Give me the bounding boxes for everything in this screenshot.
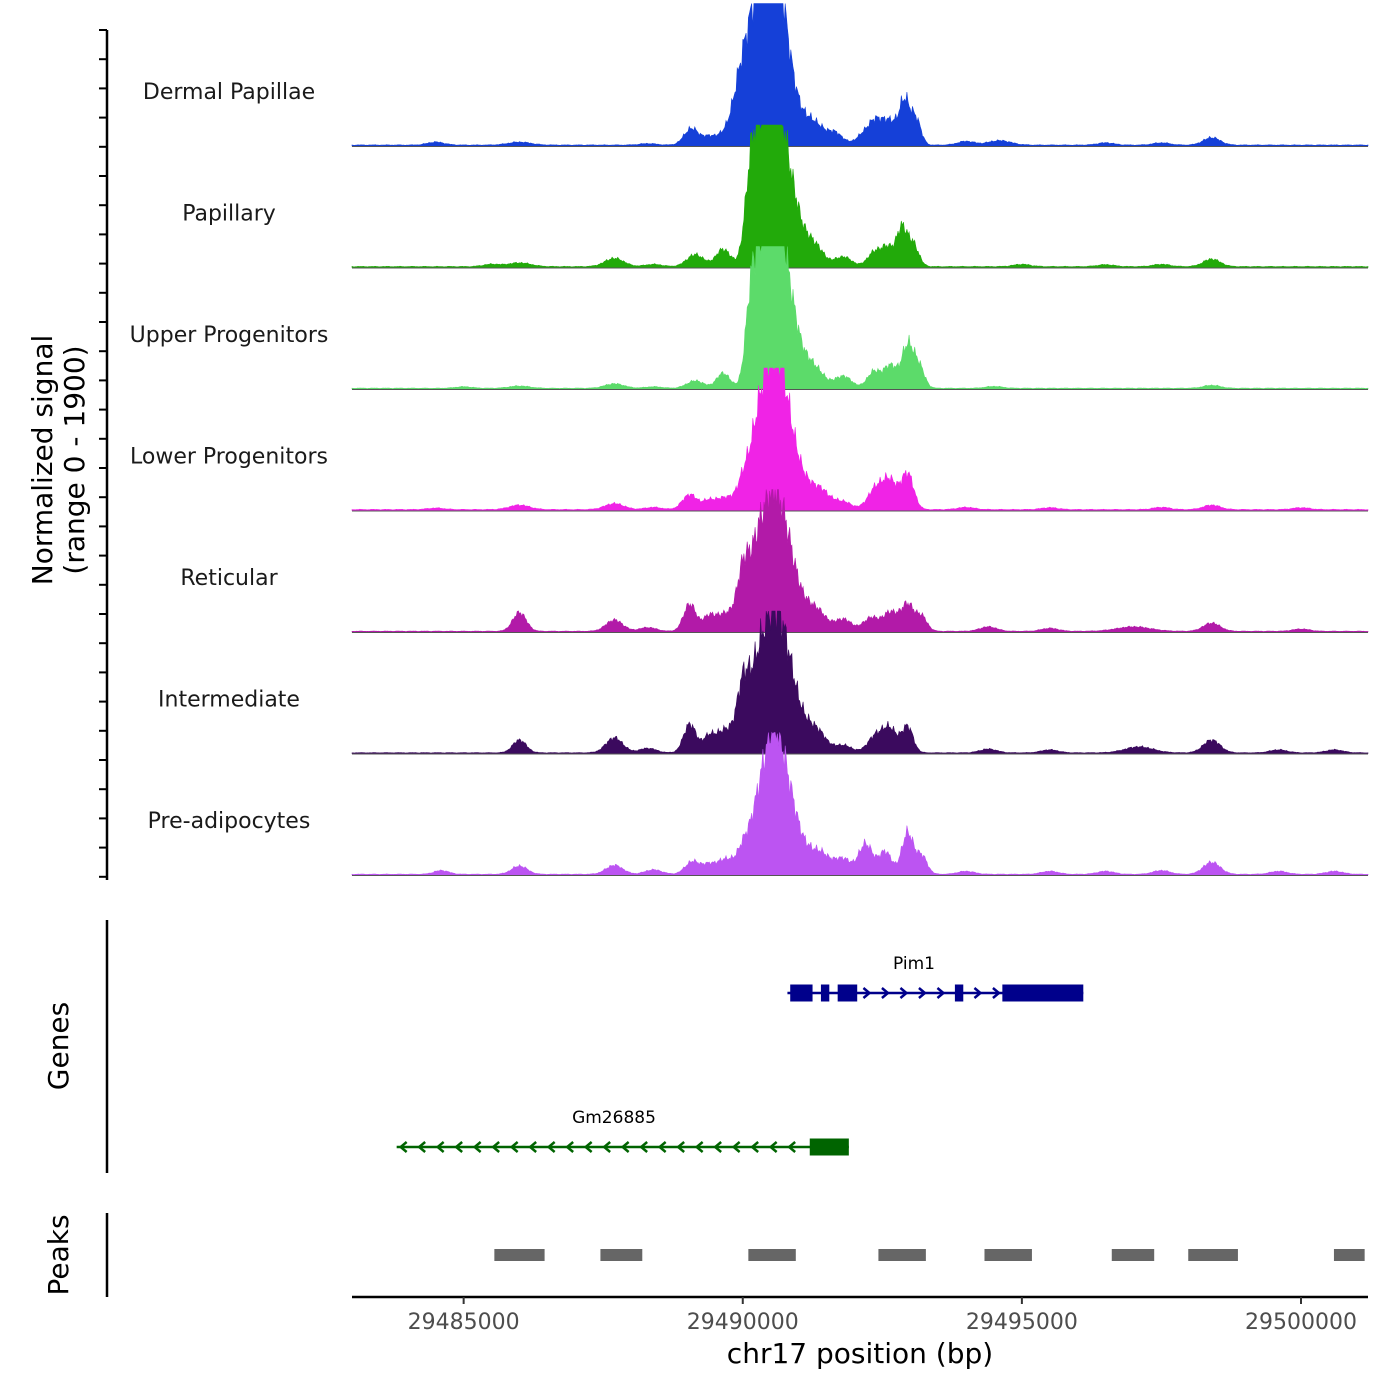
gene-track: Pim1 Gm26885 — [105, 920, 1084, 1173]
track-dermal-papillae: Dermal Papillae — [143, 3, 1369, 147]
strand-arrow — [973, 987, 983, 999]
peak-region — [984, 1249, 1032, 1261]
strand-arrow — [676, 1141, 685, 1153]
signal-area — [351, 731, 1369, 876]
strand-arrow — [731, 1141, 741, 1153]
peak-region — [1188, 1249, 1238, 1261]
track-label: Lower Progenitors — [130, 445, 328, 470]
gene-exon — [809, 1138, 849, 1156]
strand-arrow — [583, 1141, 593, 1153]
strand-arrow — [602, 1141, 611, 1153]
strand-arrow — [528, 1141, 537, 1153]
track-pre-adipocytes: Pre-adipocytes — [148, 731, 1369, 876]
strand-arrow — [881, 987, 890, 999]
x-tick-label: 29485000 — [408, 1310, 520, 1335]
strand-arrow — [509, 1141, 519, 1153]
strand-arrow — [936, 987, 946, 999]
signal-y-axis-title-line2: (range 0 - 1900) — [58, 345, 91, 574]
signal-area — [351, 246, 1369, 390]
peak-region — [1333, 1249, 1365, 1261]
signal-y-axis-title: Normalized signal (range 0 - 1900) — [26, 335, 91, 586]
gene-label: Gm26885 — [572, 1108, 656, 1128]
strand-arrow — [546, 1141, 556, 1153]
gene-exon — [1002, 984, 1084, 1002]
strand-arrow — [750, 1141, 759, 1153]
strand-arrow — [768, 1141, 778, 1153]
track-label: Reticular — [180, 566, 278, 591]
signal-area — [351, 124, 1369, 268]
peaks-axis-title: Peaks — [42, 1214, 75, 1295]
x-tick-label: 29500000 — [1245, 1310, 1357, 1335]
strand-arrow — [787, 1141, 796, 1153]
track-label: Pre-adipocytes — [148, 809, 311, 834]
x-axis-title: chr17 position (bp) — [727, 1337, 993, 1370]
peak-region — [748, 1249, 796, 1261]
peak-region — [878, 1249, 926, 1261]
track-papillary: Papillary — [182, 124, 1369, 269]
strand-arrow — [620, 1141, 630, 1153]
gene-exon — [837, 984, 858, 1002]
strand-arrow — [565, 1141, 574, 1153]
track-reticular: Reticular — [180, 489, 1369, 633]
signal-area — [351, 489, 1369, 633]
track-label: Upper Progenitors — [130, 323, 329, 348]
strand-arrow — [472, 1141, 482, 1153]
x-axis: 29485000 29490000 29495000 29500000 — [352, 1295, 1368, 1335]
strand-arrow — [657, 1141, 667, 1153]
track-lower-progenitors: Lower Progenitors — [130, 367, 1369, 512]
strand-arrow — [918, 987, 927, 999]
strand-arrow — [694, 1141, 704, 1153]
signal-tracks: Dermal Papillae Papillary Upper Progenitor… — [130, 3, 1369, 876]
x-tick-label: 29490000 — [687, 1310, 799, 1335]
peak-track — [105, 1213, 1365, 1297]
track-intermediate: Intermediate — [158, 610, 1369, 755]
gene-exon — [790, 984, 813, 1002]
gene-gm26885: Gm26885 — [396, 1108, 849, 1156]
track-label: Intermediate — [158, 688, 300, 713]
peak-region — [600, 1249, 643, 1261]
signal-area — [351, 610, 1369, 754]
peak-region — [1111, 1249, 1155, 1261]
strand-arrow — [639, 1141, 648, 1153]
strand-arrow — [417, 1141, 426, 1153]
track-label: Papillary — [182, 202, 276, 227]
signal-area — [351, 367, 1369, 511]
strand-arrow — [454, 1141, 463, 1153]
gene-exon — [820, 984, 830, 1002]
peak-region — [494, 1249, 545, 1261]
strand-arrow — [899, 987, 909, 999]
track-upper-progenitors: Upper Progenitors — [130, 246, 1369, 390]
strand-arrow — [398, 1141, 408, 1153]
strand-arrow — [713, 1141, 722, 1153]
strand-arrow — [992, 987, 1001, 999]
signal-area — [351, 3, 1369, 147]
gene-pim1: Pim1 — [787, 954, 1084, 1002]
strand-arrow — [862, 987, 872, 999]
gene-exon — [954, 984, 964, 1002]
strand-arrow — [435, 1141, 445, 1153]
track-label: Dermal Papillae — [143, 80, 315, 105]
gene-label: Pim1 — [893, 954, 935, 974]
strand-arrow — [491, 1141, 500, 1153]
x-tick-label: 29495000 — [966, 1310, 1078, 1335]
genes-axis-title: Genes — [42, 1002, 75, 1090]
signal-y-axis-title-line1: Normalized signal — [26, 335, 59, 586]
